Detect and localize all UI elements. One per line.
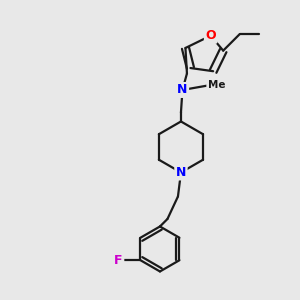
Text: Me: Me [208, 80, 225, 91]
Text: N: N [177, 83, 188, 97]
Text: F: F [114, 254, 123, 267]
Text: O: O [206, 29, 216, 42]
Text: N: N [176, 166, 186, 179]
